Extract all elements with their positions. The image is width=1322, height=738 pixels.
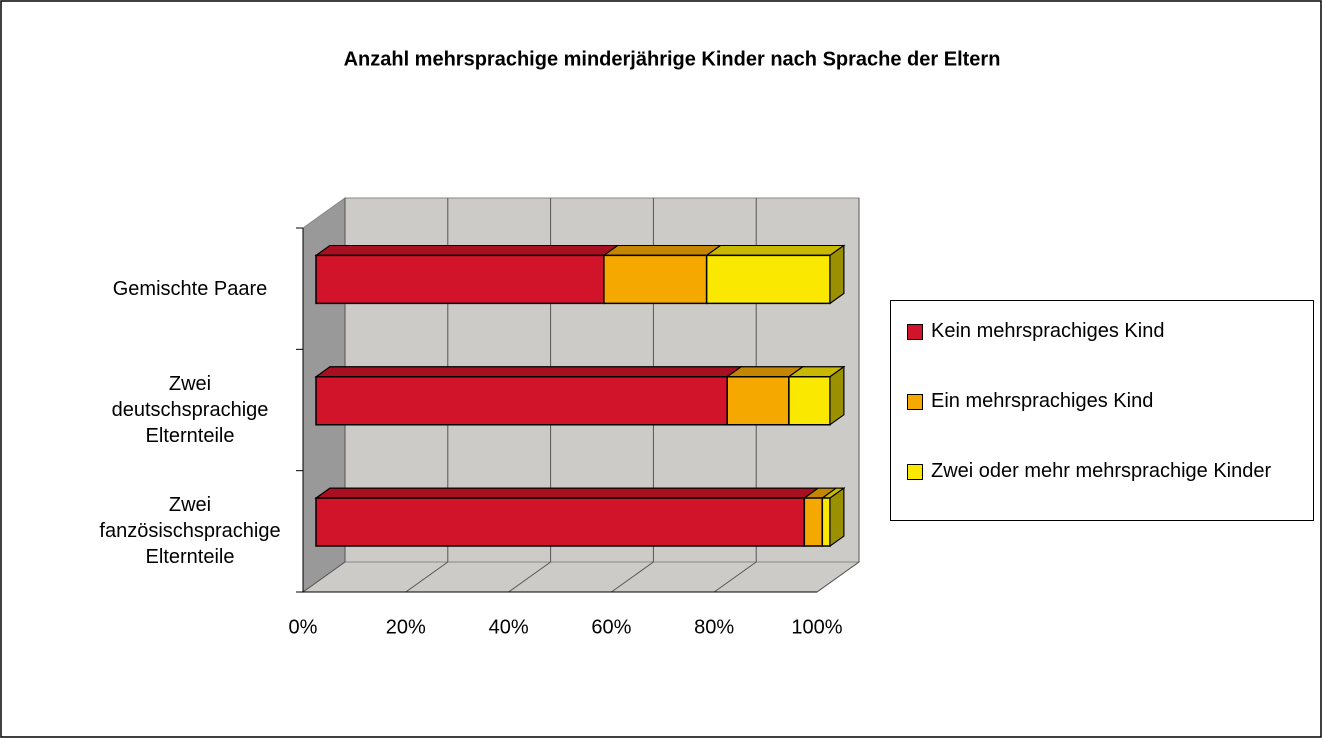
bar-segment [314,487,820,547]
legend-entry: Ein mehrsprachiges Kind [903,389,1308,413]
floor [301,561,861,593]
bar-front [315,497,806,547]
legend-entry: Kein mehrsprachiges Kind [903,319,1308,343]
bar-side-shade [829,487,845,548]
x-tick-label: 80% [694,616,734,638]
bar-segment [787,365,846,426]
bar-side-shade [829,365,845,426]
y-tick-label: Gemischte Paare [112,277,268,300]
bar-front [726,375,790,426]
bar-front [821,497,831,547]
bar-segment [314,244,620,305]
legend-swatch [907,324,923,340]
bar-side-shade [829,244,845,305]
x-tick-label: 0% [289,616,318,638]
legend-label: Ein mehrsprachiges Kind [931,390,1154,412]
chart-title: Anzahl mehrsprachige minderjährige Kinde… [344,48,1001,70]
bar-segment [602,244,723,305]
legend-label: Kein mehrsprachiges Kind [931,320,1165,342]
bar-top-shade [602,244,723,256]
legend-label: Zwei oder mehr mehrsprachige Kinder [931,460,1272,482]
bar-front [803,497,824,547]
bar-top-shade [314,366,743,378]
grid-line [405,561,449,593]
grid-line [816,561,860,593]
bar-top-shade [314,244,620,256]
bar-top-shade [314,487,820,499]
grid-line [302,561,346,593]
bar-front [603,254,708,305]
y-tick-label: Zwei fanzösischsprachige Elternteile [99,494,281,569]
bar-segment [705,244,846,305]
y-tick-label: Zwei deutschsprachige Elternteile [111,373,269,447]
legend-swatch [907,464,923,480]
bar-segment [314,366,743,426]
bar-front [788,375,831,426]
bar-front [315,375,728,426]
bar-segment [820,487,846,548]
x-tick-label: 40% [489,616,529,638]
legend: Kein mehrsprachiges Kind Ein mehrsprachig… [890,300,1314,521]
bar-segment [802,487,838,547]
bar-top-shade [705,244,846,256]
x-tick-label: 20% [386,616,426,638]
x-tick-label: 60% [591,616,631,638]
grid-line [508,561,551,593]
x-tick-label: 100% [791,616,842,638]
grid-line [611,561,654,593]
legend-entry: Zwei oder mehr mehrsprachige Kinder [903,459,1308,483]
bar-front [705,254,831,305]
bar-front [315,254,605,305]
grid-line [713,561,757,593]
legend-swatch [907,394,923,410]
